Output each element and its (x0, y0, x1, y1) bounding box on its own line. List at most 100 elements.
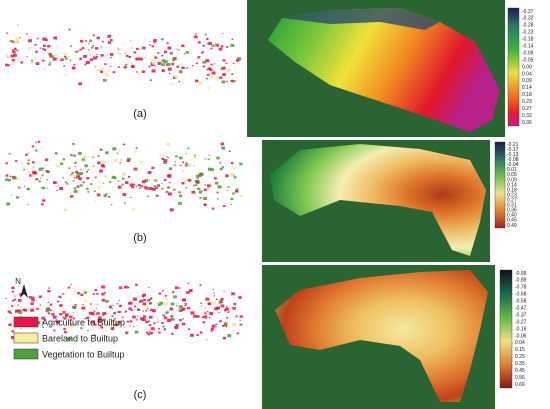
change-patch (153, 185, 157, 188)
change-patch (135, 318, 138, 321)
change-patch (167, 172, 169, 174)
change-patch (161, 63, 165, 66)
change-patch (26, 33, 28, 35)
change-patch (17, 178, 20, 180)
change-patch (137, 308, 141, 311)
change-patch (208, 316, 211, 319)
change-patch (147, 320, 150, 323)
panel-label: (a) (133, 108, 146, 120)
change-patch (104, 63, 107, 65)
change-patch (30, 302, 34, 306)
change-patch (79, 172, 84, 175)
change-patch (105, 151, 109, 155)
change-patch (183, 299, 186, 301)
change-patch (74, 166, 76, 167)
change-patch (103, 175, 107, 178)
change-patch (163, 159, 168, 163)
change-patch (164, 302, 168, 306)
change-patch (169, 52, 173, 55)
change-patch (119, 304, 122, 308)
change-patch (161, 187, 164, 190)
change-patch (5, 63, 9, 67)
change-patch (96, 312, 100, 315)
panel-label: (c) (134, 389, 147, 401)
change-patch (139, 299, 143, 303)
change-patch (34, 43, 37, 46)
change-patch (226, 69, 230, 72)
change-patch (185, 153, 187, 154)
change-patch (111, 320, 114, 322)
change-patch (11, 286, 15, 290)
change-patch (222, 73, 226, 76)
change-patch (93, 190, 96, 192)
change-patch (163, 50, 167, 54)
change-patch (124, 202, 126, 204)
change-patch (233, 175, 235, 177)
change-patch (88, 49, 90, 51)
change-patch (59, 304, 63, 307)
change-patch (75, 170, 79, 174)
change-patch (230, 197, 234, 201)
change-patch (202, 51, 205, 53)
colorbar-tick-label: 0.27 (507, 198, 517, 204)
change-patch (64, 52, 68, 55)
colorbar-tick-label: 0.36 (507, 208, 517, 214)
change-patch (90, 46, 94, 49)
change-patch (98, 316, 102, 320)
change-patch (83, 289, 86, 292)
change-patch (203, 188, 207, 191)
change-patch (219, 76, 223, 79)
change-patch (124, 311, 127, 313)
change-patch (161, 38, 164, 41)
north-label: N (15, 277, 21, 286)
change-patch (198, 81, 203, 85)
change-patch (128, 175, 131, 178)
change-patch (204, 158, 207, 160)
change-patch (71, 171, 74, 174)
change-patch (70, 45, 72, 47)
change-patch (163, 60, 168, 64)
change-patch (41, 174, 44, 177)
change-maps (5, 24, 243, 341)
change-patch (48, 287, 50, 289)
change-patch (204, 184, 206, 186)
change-patch (174, 326, 179, 329)
change-patch (202, 316, 204, 318)
change-patch (172, 60, 175, 62)
change-patch (236, 188, 239, 191)
change-patch (161, 183, 163, 184)
change-patch (63, 317, 67, 320)
change-patch (73, 312, 75, 314)
change-patch (151, 61, 156, 65)
change-patch (170, 302, 175, 306)
change-patch (77, 50, 80, 52)
change-patch (31, 298, 35, 302)
change-patch (19, 293, 22, 296)
change-patch (26, 188, 29, 190)
change-patch (143, 304, 148, 307)
change-patch (104, 73, 109, 77)
change-patch (107, 41, 112, 44)
colorbar-tick-label: -0.58 (515, 299, 527, 305)
change-patch (167, 67, 172, 71)
change-patch (105, 299, 109, 303)
change-patch (219, 162, 221, 164)
change-patch (38, 295, 42, 298)
colorbar-tick-label: 0.04 (515, 340, 525, 346)
change-patch (182, 161, 185, 164)
change-patch (112, 326, 115, 328)
change-patch (171, 317, 175, 321)
change-patch (181, 308, 184, 311)
change-patch (154, 65, 157, 67)
change-patch (228, 311, 230, 313)
change-patch (36, 37, 39, 40)
change-patch (5, 174, 9, 177)
change-patch (208, 168, 210, 171)
change-patch (218, 47, 223, 51)
change-patch (148, 286, 150, 288)
change-patch (139, 57, 143, 61)
change-patch (195, 174, 200, 178)
change-patch (203, 315, 208, 319)
change-patch (110, 39, 113, 42)
change-patch (185, 68, 187, 69)
